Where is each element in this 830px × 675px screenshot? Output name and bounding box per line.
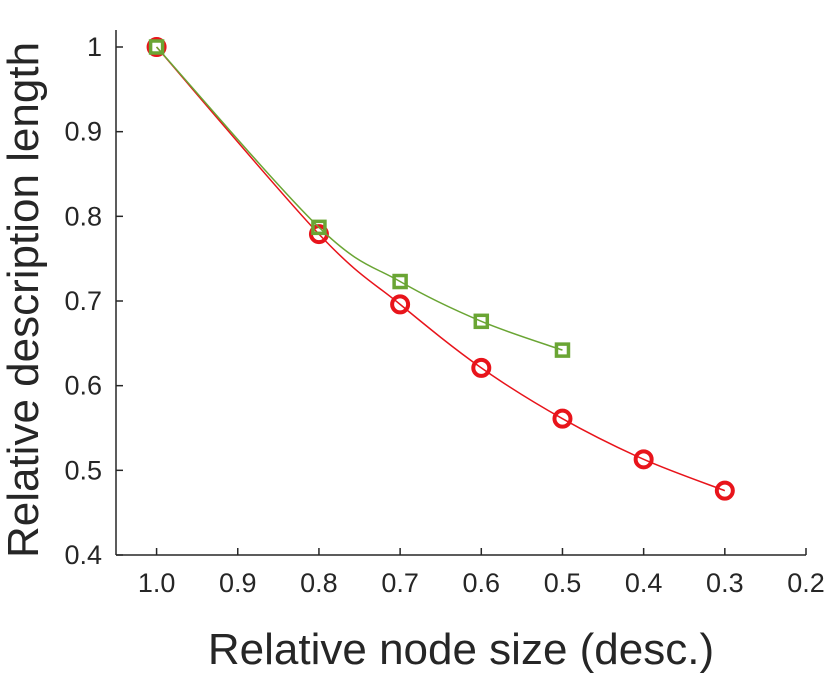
series-1 bbox=[146, 37, 735, 501]
square-marker bbox=[392, 273, 408, 290]
x-tick-label: 1.0 bbox=[138, 568, 176, 598]
circle-marker bbox=[714, 480, 735, 501]
circle-marker bbox=[390, 294, 411, 315]
x-tick-label: 0.3 bbox=[706, 568, 744, 598]
y-tick-label: 0.8 bbox=[64, 201, 102, 231]
x-tick-label: 0.9 bbox=[219, 568, 257, 598]
x-axis-title: Relative node size (desc.) bbox=[208, 625, 714, 674]
circle-marker bbox=[146, 37, 167, 57]
x-tick-label: 0.4 bbox=[625, 568, 663, 598]
series-line bbox=[156, 46, 726, 492]
square-marker bbox=[148, 39, 165, 55]
x-tick-label: 0.5 bbox=[544, 568, 582, 598]
circle-marker bbox=[633, 449, 654, 470]
series-line bbox=[156, 46, 563, 351]
series-2 bbox=[148, 39, 571, 358]
y-tick-label: 0.7 bbox=[64, 286, 102, 316]
y-tick-label: 0.6 bbox=[64, 371, 102, 401]
series-layer bbox=[146, 37, 735, 501]
square-marker bbox=[311, 219, 327, 236]
x-tick-label: 0.7 bbox=[381, 568, 419, 598]
x-tick-label: 0.2 bbox=[787, 568, 825, 598]
y-ticks: 0.4 0.5 0.6 0.7 0.8 0.9 1 bbox=[64, 32, 123, 570]
y-tick-label: 0.5 bbox=[64, 455, 102, 485]
square-marker bbox=[473, 313, 490, 330]
y-axis-title: Relative description length bbox=[0, 42, 48, 558]
x-ticks: 1.0 0.9 0.8 0.7 0.6 0.5 0.4 0.3 0.2 bbox=[138, 548, 825, 598]
circle-marker bbox=[471, 357, 492, 378]
y-tick-label: 0.9 bbox=[64, 117, 102, 147]
square-marker bbox=[554, 342, 571, 358]
x-tick-label: 0.6 bbox=[463, 568, 501, 598]
y-tick-label: 0.4 bbox=[64, 540, 102, 570]
y-tick-label: 1 bbox=[87, 32, 102, 62]
plot-area: 1.0 0.9 0.8 0.7 0.6 0.5 0.4 0.3 0.2 0.4 0.5 0.6 0.7… bbox=[64, 30, 825, 598]
circle-marker bbox=[552, 408, 573, 429]
x-tick-label: 0.8 bbox=[300, 568, 338, 598]
